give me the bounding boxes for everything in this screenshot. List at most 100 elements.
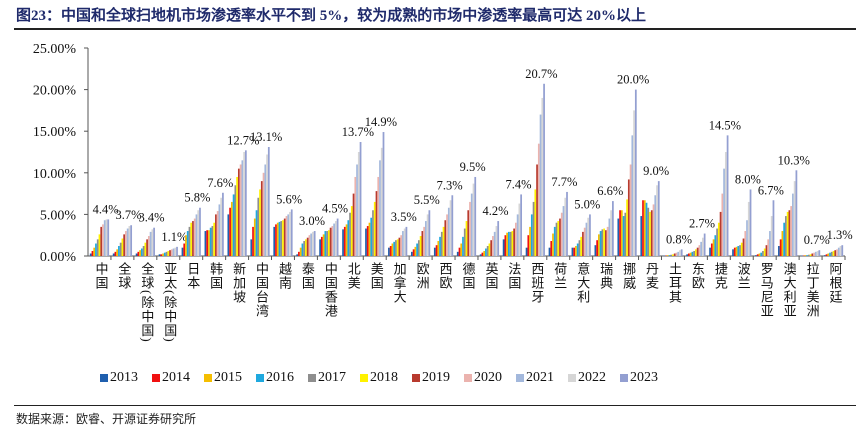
bar-2021 bbox=[493, 231, 496, 256]
y-tick-label: 20.00% bbox=[33, 84, 77, 99]
bar-2013 bbox=[296, 254, 299, 256]
bar-2019 bbox=[100, 226, 103, 256]
data-label: 7.6% bbox=[207, 176, 233, 190]
bar-2013 bbox=[709, 247, 711, 256]
bar-2019 bbox=[719, 211, 722, 256]
data-label: 0.7% bbox=[804, 233, 830, 247]
bar-2019 bbox=[627, 179, 630, 256]
bar-2022 bbox=[380, 147, 383, 256]
bar-2014 bbox=[481, 252, 484, 256]
bar-2017 bbox=[830, 251, 833, 256]
bar-2022 bbox=[334, 221, 337, 256]
data-label: 20.7% bbox=[525, 67, 557, 81]
legend-label: 2016 bbox=[266, 370, 294, 385]
footer-divider bbox=[14, 405, 856, 406]
bar-2019 bbox=[146, 239, 148, 256]
bar-2016 bbox=[140, 248, 143, 256]
bar-2015 bbox=[529, 226, 531, 256]
data-label: 0.8% bbox=[666, 232, 692, 246]
bar-2021 bbox=[470, 193, 473, 256]
bar-2022 bbox=[541, 97, 544, 256]
bar-2014 bbox=[458, 247, 461, 256]
bar-2019 bbox=[582, 231, 584, 256]
bar-2017 bbox=[739, 245, 741, 256]
bar-2017 bbox=[440, 231, 443, 256]
bar-2016 bbox=[232, 194, 235, 256]
legend-item-2017: 2017 bbox=[308, 370, 346, 386]
bar-2013 bbox=[112, 253, 115, 256]
bar-2020 bbox=[698, 245, 701, 256]
bar-2014 bbox=[320, 236, 323, 256]
bar-2020 bbox=[652, 204, 655, 256]
bar-2015 bbox=[827, 253, 830, 256]
legend-item-2013: 2013 bbox=[100, 370, 138, 386]
bar-2019 bbox=[834, 250, 837, 256]
bar-2022 bbox=[793, 181, 796, 256]
bar-2019 bbox=[765, 245, 768, 256]
bar-2017 bbox=[486, 246, 489, 256]
bar-2020 bbox=[377, 176, 380, 256]
bar-2014 bbox=[206, 230, 209, 256]
bar-2018 bbox=[144, 242, 147, 256]
bar-2021 bbox=[654, 195, 657, 256]
data-label: 4.5% bbox=[322, 202, 348, 216]
x-tick-label: 新加坡 bbox=[231, 262, 247, 304]
bar-2013 bbox=[778, 246, 780, 256]
bar-2018 bbox=[809, 254, 812, 256]
bar-2019 bbox=[742, 238, 745, 256]
data-label: 2.7% bbox=[689, 217, 715, 231]
bar-2013 bbox=[755, 255, 757, 256]
data-label: 7.3% bbox=[437, 178, 463, 192]
bar-2019 bbox=[788, 210, 791, 256]
bar-2018 bbox=[695, 249, 697, 256]
bar-2018 bbox=[259, 189, 261, 256]
legend-swatch bbox=[152, 374, 160, 382]
bar-2017 bbox=[372, 210, 374, 256]
bar-2016 bbox=[370, 217, 373, 256]
bar-2013 bbox=[89, 253, 92, 256]
bar-2013 bbox=[342, 229, 344, 256]
bar-2014 bbox=[756, 254, 759, 256]
bar-2018 bbox=[603, 228, 606, 256]
bar-2022 bbox=[816, 251, 819, 256]
bar-2017 bbox=[211, 226, 214, 256]
x-tick-label: 波兰 bbox=[735, 262, 751, 290]
bar-2015 bbox=[575, 246, 577, 256]
bar-2021 bbox=[562, 206, 565, 256]
bar-2017 bbox=[785, 216, 787, 256]
bar-2018 bbox=[282, 220, 284, 256]
bar-2022 bbox=[243, 152, 245, 256]
bar-2017 bbox=[578, 240, 581, 256]
bar-2015 bbox=[162, 253, 164, 256]
bar-2015 bbox=[253, 218, 256, 256]
x-tick-label: 罗马尼亚 bbox=[758, 262, 774, 318]
bar-2016 bbox=[829, 252, 831, 256]
legend-swatch bbox=[360, 374, 368, 382]
bar-2013 bbox=[227, 214, 230, 256]
x-tick-label: 阿根廷 bbox=[827, 262, 843, 304]
bar-2014 bbox=[779, 239, 782, 256]
bar-2023 bbox=[199, 207, 201, 256]
x-tick-label: 加拿大 bbox=[391, 262, 407, 304]
bar-2022 bbox=[610, 210, 613, 256]
bar-2015 bbox=[391, 243, 394, 256]
x-tick-label: 拉丁美洲 bbox=[804, 262, 820, 318]
legend-swatch bbox=[568, 374, 576, 382]
bar-2023 bbox=[749, 189, 752, 256]
data-label: 9.0% bbox=[643, 164, 669, 178]
bar-2021 bbox=[631, 135, 634, 256]
x-tick-label: 越南 bbox=[276, 262, 292, 290]
legend-swatch bbox=[464, 374, 472, 382]
bar-2020 bbox=[675, 252, 678, 256]
bar-2017 bbox=[257, 197, 260, 256]
bar-2018 bbox=[832, 251, 835, 256]
bar-2016 bbox=[393, 241, 396, 256]
bar-2019 bbox=[306, 237, 309, 256]
bar-2017 bbox=[647, 207, 650, 256]
legend-swatch bbox=[516, 374, 524, 382]
bar-2019 bbox=[490, 240, 493, 256]
x-tick-label: 荷兰 bbox=[552, 262, 568, 290]
bar-2014 bbox=[688, 253, 690, 256]
bar-2013 bbox=[502, 239, 505, 256]
bar-2016 bbox=[209, 227, 212, 256]
